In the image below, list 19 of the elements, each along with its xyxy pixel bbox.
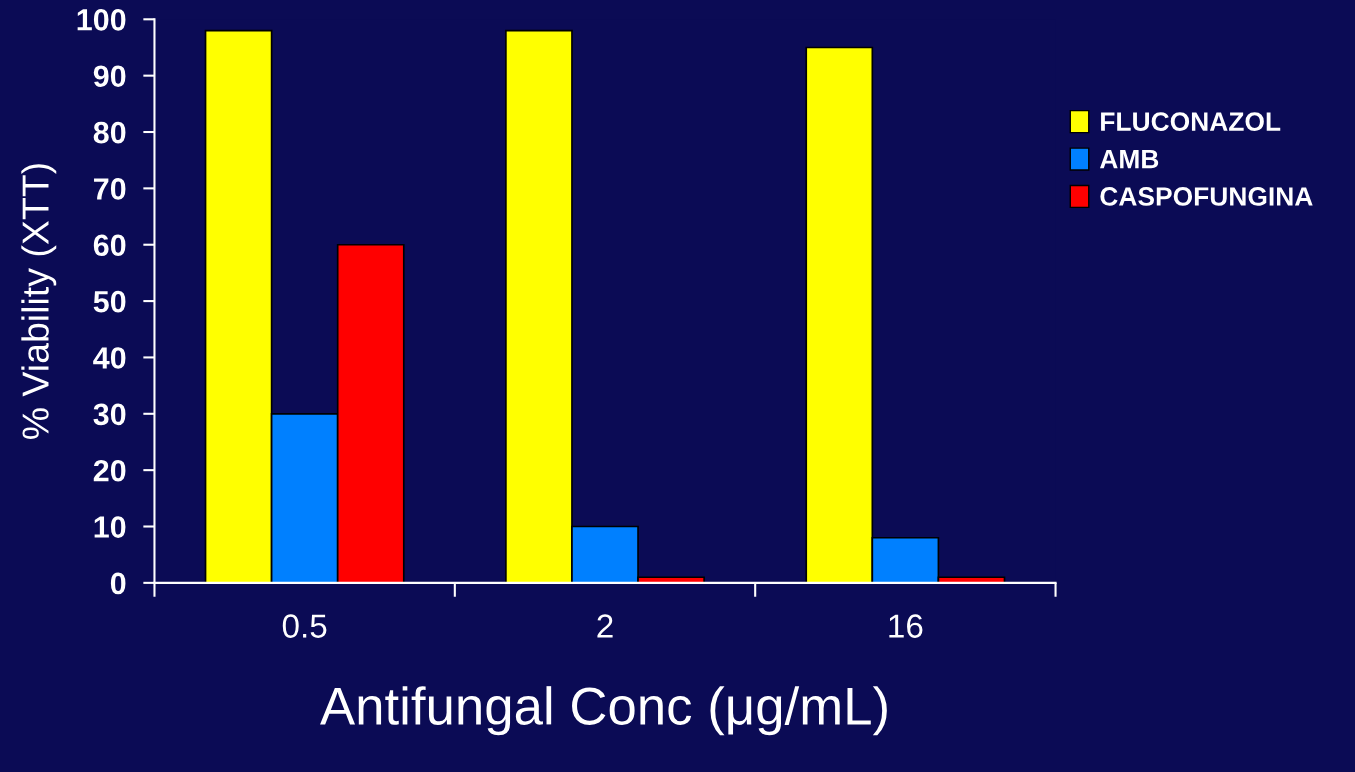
y-tick-label: 100 (77, 9, 126, 31)
x-axis-title: Antifungal Conc (μg/mL) (320, 686, 887, 736)
y-tick-label: 20 (93, 459, 126, 482)
y-tick-label: 90 (93, 65, 126, 88)
x-tick-label: 2 (597, 614, 613, 638)
y-tick-label: 0 (110, 572, 126, 595)
x-tick-label: 0.5 (282, 614, 327, 638)
y-tick-label: 40 (93, 347, 126, 369)
y-tick-label: 30 (93, 403, 126, 426)
legend-label: FLUCONAZOL (1101, 112, 1281, 131)
y-axis-title: % Viability (XTT) (21, 164, 57, 440)
y-tick-label: 60 (93, 234, 126, 257)
legend-label: CASPOFUNGINA (1100, 187, 1313, 206)
legend-label: AMB (1099, 149, 1159, 169)
y-tick-label: 80 (93, 121, 126, 144)
x-tick-label: 16 (889, 614, 923, 638)
y-tick-label: 70 (94, 178, 126, 200)
y-tick-label: 10 (94, 516, 126, 538)
y-tick-label: 50 (93, 290, 126, 313)
